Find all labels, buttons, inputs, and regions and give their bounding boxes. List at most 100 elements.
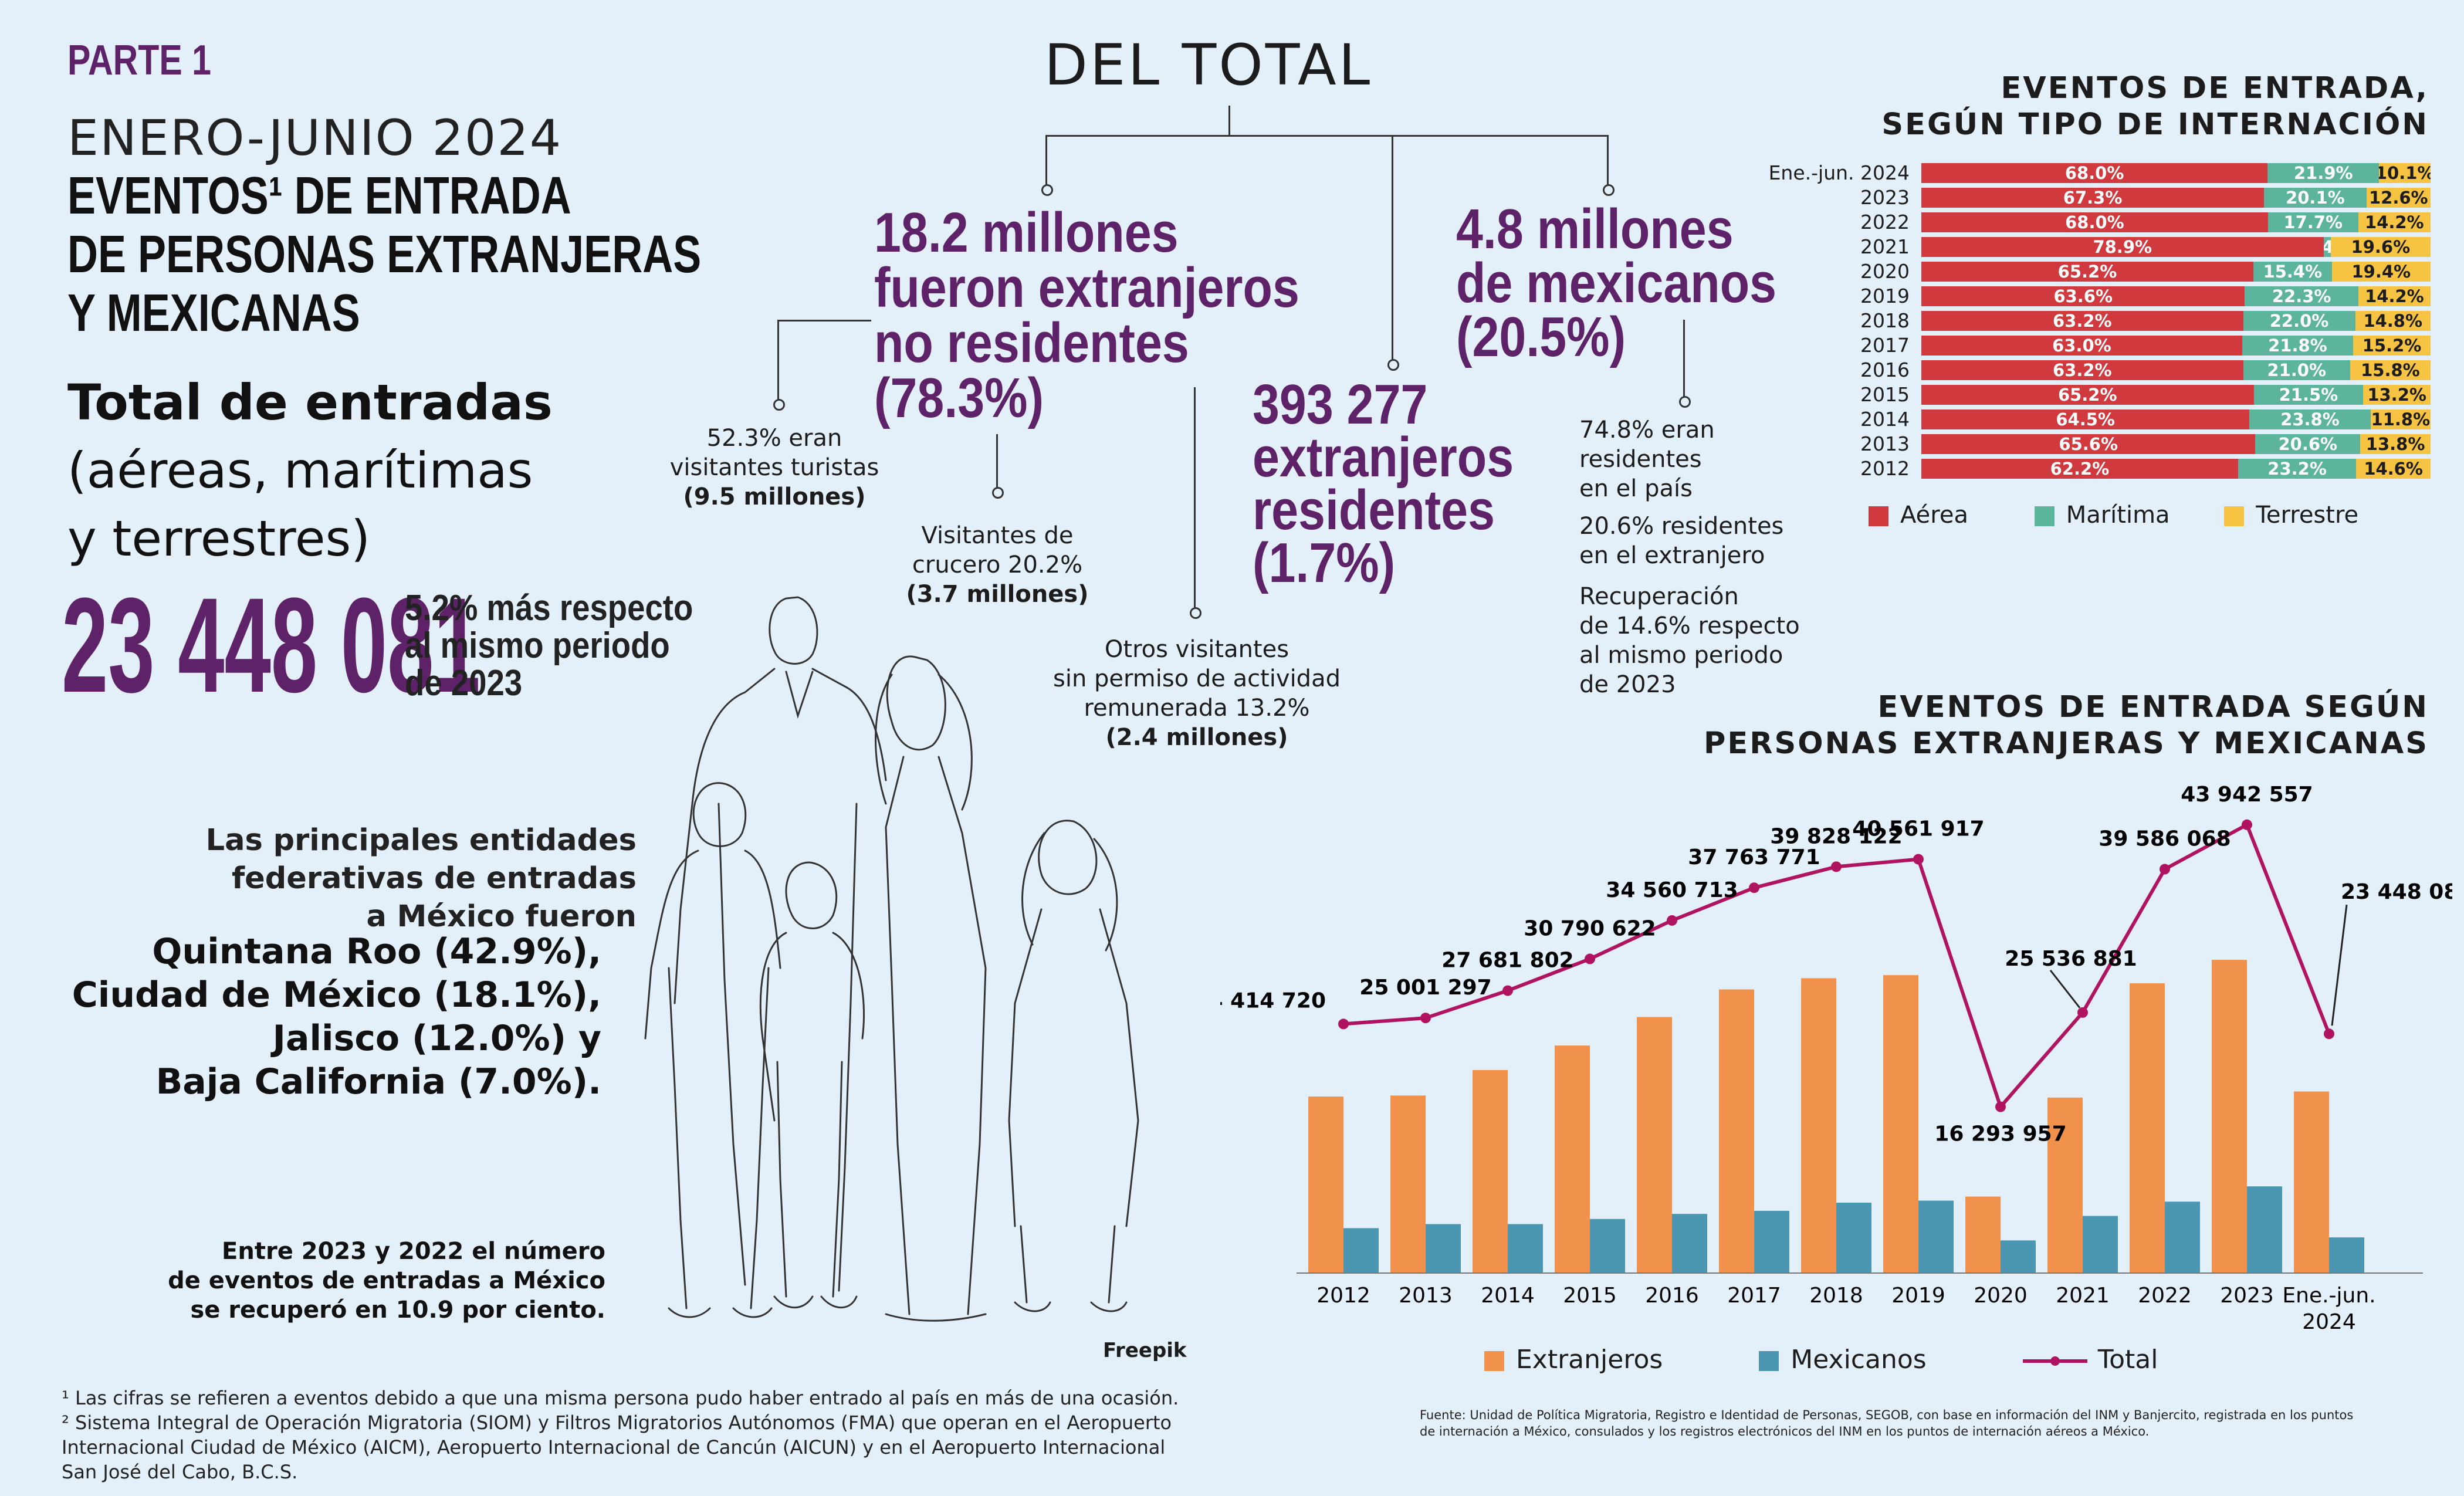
note-line: visitantes turistas [669,454,879,481]
bar-extranjeros [1965,1196,2001,1273]
state-item: Jalisco (12.0%) y [272,1018,601,1059]
note-line: en el extranjero [1579,542,1765,569]
stat-line: no residentes [874,312,1189,374]
legend-label: Total [2097,1345,2158,1375]
image-credit: Freepik [1103,1339,1187,1362]
bar-mexicanos [1343,1228,1379,1273]
footnotes: ¹ Las cifras se refieren a eventos debid… [62,1386,1179,1484]
point-total [2324,1028,2334,1040]
category-label: Ene.-jun. 2024 [1768,161,1910,184]
stat-line: (78.3%) [874,367,1044,429]
bar-segment-terrestre: 12.6% [2366,188,2431,208]
bar-mexicanos [2247,1186,2282,1273]
part-label: PARTE 1 [67,37,211,84]
bar-segment-maritima: 1.4% [2323,237,2331,257]
legend-line-swatch [2022,1356,2087,1366]
legend-swatch [1869,506,1888,526]
state-item: Quintana Roo (42.9%), [152,931,601,972]
tree-connector [1683,320,1685,399]
stacked-bar-row: 63.2% 21.0% 15.8% [1921,360,2431,380]
bar-segment-maritima: 21.0% [2243,360,2350,380]
category-label: 2015 [1860,383,1910,406]
stacked-bar-row: 63.0% 21.8% 15.2% [1921,336,2431,356]
bar-segment-maritima: 20.6% [2255,434,2361,454]
point-total [2160,864,2170,875]
tree-connector [1392,135,1393,363]
tree-connector [777,320,871,321]
category-label: 2016 [1860,358,1910,381]
bar-mexicanos [2001,1240,2036,1273]
data-label-total: 40 561 917 [1852,817,1984,841]
bar-segment-terrestre: 19.6% [2330,237,2431,257]
bar-extranjeros [2212,960,2247,1273]
category-label: 2013 [1860,432,1910,455]
category-label: 2023 [1860,186,1910,209]
data-label-total: 30 790 622 [1524,917,1656,941]
note-line: 52.3% eran [706,425,842,452]
legend-label: Aérea [1900,502,1968,529]
tree-connector [1194,387,1196,610]
main-title-line: Y MEXICANAS [67,284,360,343]
source-line: de internación a México, consulados y lo… [1420,1424,2150,1439]
bar-mexicanos [1754,1210,1789,1273]
bar-segment-aerea: 63.2% [1921,311,2243,331]
stacked-bar-row: 62.2% 23.2% 14.6% [1921,459,2431,479]
data-label-total: 27 681 802 [1441,949,1573,973]
growth-note: 5.2% más respecto al mismo periodo de 20… [405,590,693,702]
total-heading-line: Total de entradas [67,374,553,431]
data-label-total: 43 942 557 [2181,783,2313,807]
tree-connector [1045,135,1047,188]
bar-mexicanos [2083,1216,2118,1273]
people-chart-title: EVENTOS DE ENTRADA SEGÚN PERSONAS EXTRAN… [1584,689,2429,762]
main-title-line: EVENTOS¹ DE ENTRADA [67,167,571,225]
recovery-note-line: de eventos de entradas a México [168,1267,605,1294]
bar-extranjeros [1473,1069,1508,1273]
bar-segment-aerea: 65.6% [1921,434,2256,454]
bar-extranjeros [1883,975,1918,1273]
mexicans-recovery-note: Recuperación de 14.6% respecto al mismo … [1579,582,1800,699]
point-total [1420,1013,1431,1024]
legend-label: Terrestre [2256,502,2359,529]
bar-mexicanos [1918,1200,1954,1273]
bar-segment-maritima: 20.1% [2264,188,2367,208]
note-line: de 14.6% respecto [1579,612,1800,639]
tree-node-dot [1603,184,1615,196]
bar-segment-terrestre: 11.8% [2370,409,2431,429]
growth-note-line: de 2023 [405,663,523,703]
point-total [2077,1007,2088,1018]
bar-mexicanos [1672,1214,1707,1273]
category-label: 2020 [1860,260,1910,283]
total-heading-line: y terrestres) [67,510,371,567]
entities-intro-line: federativas de entradas [231,861,637,896]
stacked-bar-row: 67.3% 20.1% 12.6% [1921,188,2431,208]
bar-segment-aerea: 63.0% [1921,336,2242,356]
point-total [2242,819,2252,830]
entities-intro-line: Las principales entidades [205,823,637,858]
bar-extranjeros [1719,989,1754,1273]
x-tick-label: 2014 [1481,1284,1535,1308]
note-line: residentes [1579,446,1702,473]
legend-swatch [2224,506,2245,526]
tree-node-dot [773,399,785,411]
entry-type-legend: Aérea Marítima Terrestre [1869,502,2358,529]
stat-line: fueron extranjeros [874,256,1299,319]
mexican-residents-note: 74.8% eran residentes en el país [1579,415,1715,503]
x-tick-label: 2016 [1645,1284,1699,1308]
note-line: Visitantes de [921,522,1074,549]
tree-connector [996,434,998,490]
note-line: remunerada 13.2% [1084,695,1310,722]
note-line: en el país [1579,475,1693,502]
bar-extranjeros [1390,1095,1426,1273]
chart-title-line: SEGÚN TIPO DE INTERNACIÓN [1881,107,2429,142]
entities-intro: Las principales entidades federativas de… [59,821,637,936]
stacked-bar-row: 65.6% 20.6% 13.8% [1921,434,2431,454]
stat-line: 393 277 [1253,373,1428,436]
note-line: (9.5 millones) [683,483,866,510]
entry-type-chart-title: EVENTOS DE ENTRADA, SEGÚN TIPO DE INTERN… [1760,70,2429,143]
bar-segment-terrestre: 15.8% [2350,360,2431,380]
other-visitors-note: Otros visitantes sin permiso de activida… [1015,635,1379,752]
legend-item-aerea: Aérea [1869,502,1968,529]
bar-extranjeros [2047,1097,2083,1273]
label-leader [2331,905,2348,1026]
bar-extranjeros [1308,1096,1343,1273]
